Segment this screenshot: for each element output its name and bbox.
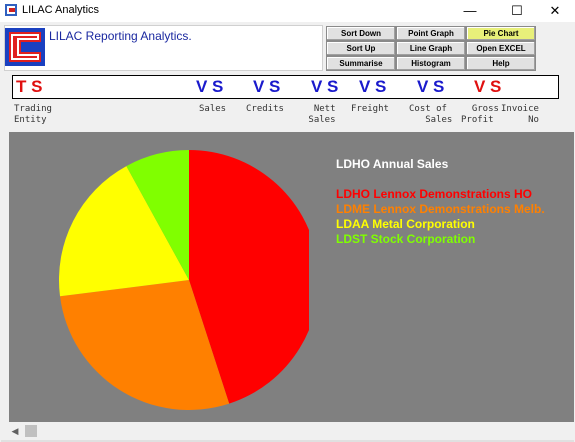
point-graph-button[interactable]: Point Graph — [396, 26, 466, 41]
col-nett-sales: Nett Sales — [308, 104, 336, 125]
help-button[interactable]: Help — [466, 56, 536, 71]
col-trading-entity: Trading Entity — [14, 104, 52, 125]
sort-down-button[interactable]: Sort Down — [326, 26, 396, 41]
pie-slice-3 — [126, 150, 189, 280]
maximize-button[interactable]: ☐ — [511, 3, 523, 18]
close-button[interactable]: ✕ — [549, 3, 561, 18]
trading-entity-flag[interactable]: T S — [16, 77, 43, 96]
histogram-button[interactable]: Histogram — [396, 56, 466, 71]
client-area: LILAC Reporting Analytics. Sort Down Sor… — [1, 22, 574, 442]
scrollbar-thumb[interactable] — [25, 425, 37, 437]
horizontal-scrollbar[interactable]: ◀ — [7, 423, 574, 439]
freight-flag[interactable]: V S — [359, 77, 387, 96]
pie-chart — [59, 150, 309, 411]
col-freight: Freight — [351, 104, 389, 114]
open-excel-button[interactable]: Open EXCEL — [466, 41, 536, 56]
scroll-left-icon[interactable]: ◀ — [11, 426, 19, 436]
sort-up-button[interactable]: Sort Up — [326, 41, 396, 56]
col-invoice-no: Invoice No — [501, 104, 539, 125]
status-strip — [1, 440, 574, 442]
chart-panel: LDHO Annual Sales LDHO Lennox Demonstrat… — [9, 132, 574, 422]
col-credits: Credits — [246, 104, 284, 114]
title-bar: LILAC Analytics — ☐ ✕ — [0, 0, 575, 22]
window-title: LILAC Analytics — [22, 4, 100, 16]
lilac-logo — [5, 28, 45, 66]
legend-item-2: LDAA Metal Corporation — [336, 217, 475, 231]
credits-flag[interactable]: V S — [253, 77, 281, 96]
legend-item-0: LDHO Lennox Demonstrations HO — [336, 187, 533, 201]
sort-flag-bar: T S V S V S V S V S V S V S — [12, 75, 559, 99]
pie-slice-1 — [60, 280, 230, 411]
logo-text: LILAC Reporting Analytics. — [49, 29, 192, 43]
app-icon — [5, 4, 17, 16]
sales-flag[interactable]: V S — [196, 77, 224, 96]
col-cost-of-sales: Cost of Sales — [409, 104, 453, 125]
col-sales: Sales — [199, 104, 227, 114]
legend-item-3: LDST Stock Corporation — [336, 232, 476, 246]
legend-item-1: LDME Lennox Demonstrations Melb. — [336, 202, 545, 216]
col-gross-profit: Gross Profit — [461, 104, 499, 125]
line-graph-button[interactable]: Line Graph — [396, 41, 466, 56]
pie-slice-0 — [189, 150, 309, 404]
logo-panel: LILAC Reporting Analytics. — [4, 25, 323, 71]
pie-slice-2 — [59, 166, 189, 297]
gross-profit-flag[interactable]: V S — [474, 77, 502, 96]
summarise-button[interactable]: Summarise — [326, 56, 396, 71]
chart-title: LDHO Annual Sales — [336, 157, 449, 171]
cost-of-sales-flag[interactable]: V S — [417, 77, 445, 96]
minimize-button[interactable]: — — [463, 3, 477, 18]
pie-chart-button[interactable]: Pie Chart — [466, 26, 536, 41]
nett-sales-flag[interactable]: V S — [311, 77, 339, 96]
